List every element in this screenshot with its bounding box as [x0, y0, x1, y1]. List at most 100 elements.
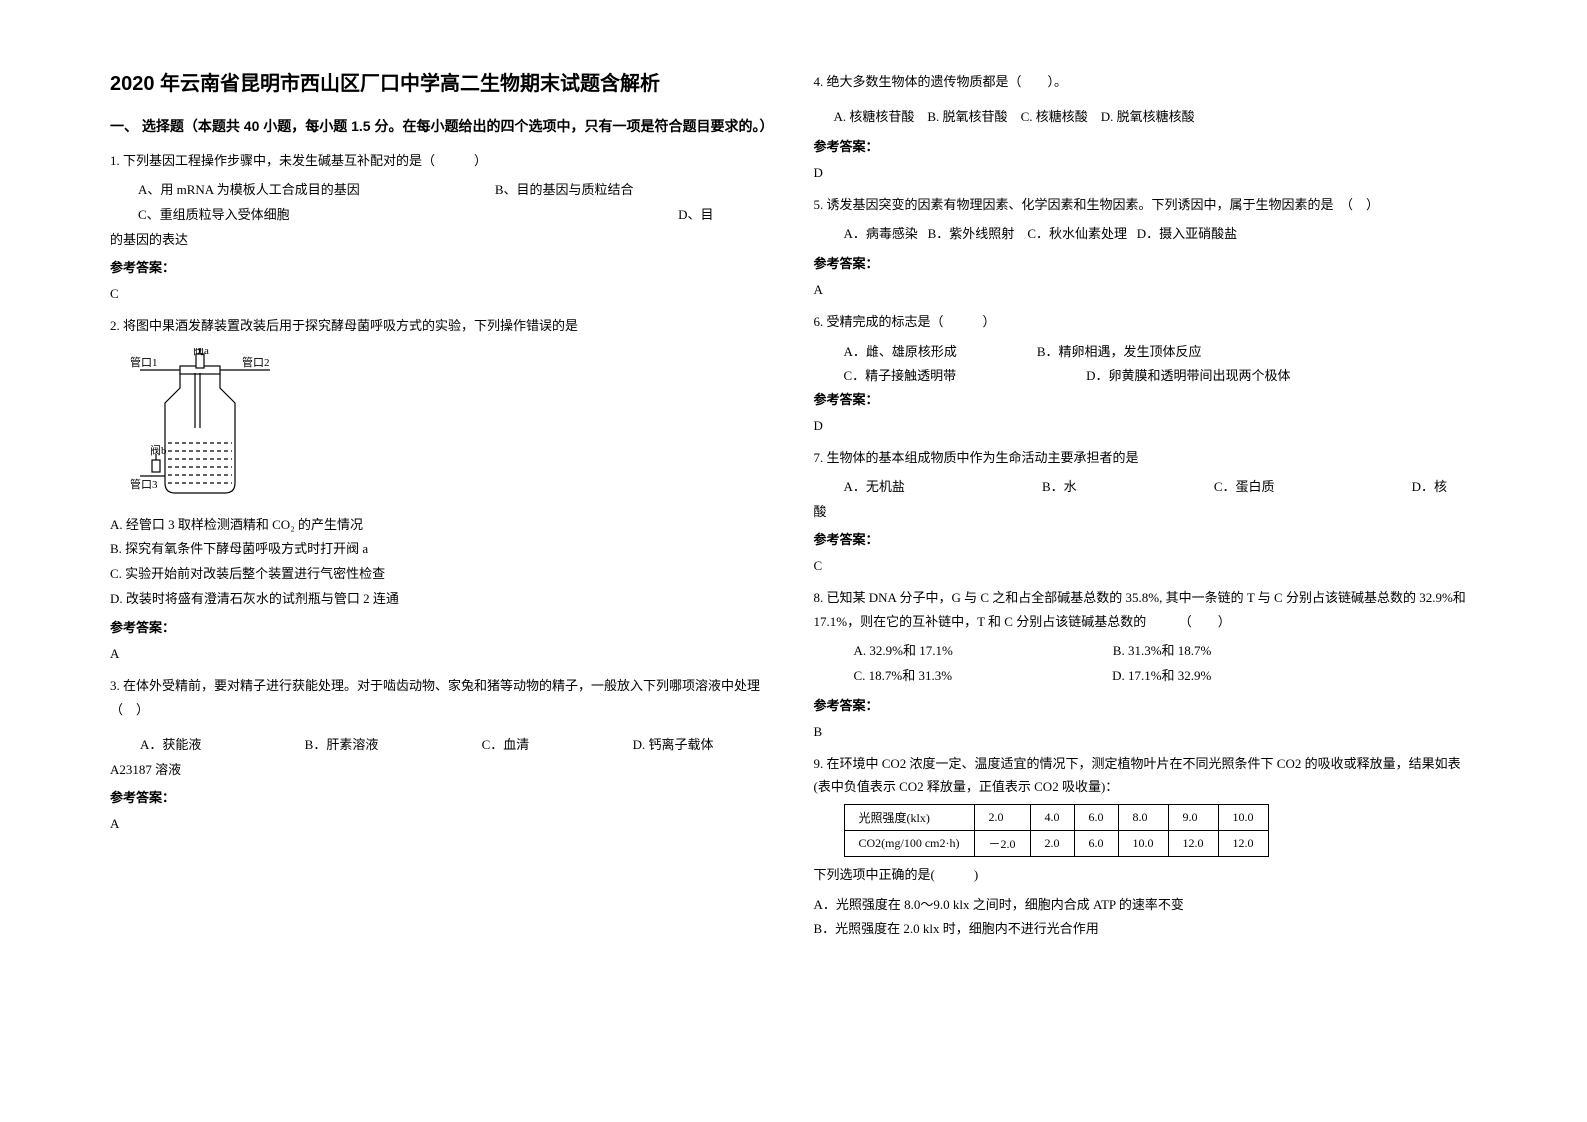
th-c5: 9.0	[1168, 805, 1218, 831]
th-c1: 2.0	[974, 805, 1030, 831]
q4-answer: D	[814, 165, 1478, 181]
q5-opt-c: C．秋水仙素处理	[1027, 226, 1127, 241]
td-c3: 6.0	[1074, 831, 1118, 857]
table-row: CO2(mg/100 cm2·h) －2.0 2.0 6.0 10.0 12.0…	[844, 831, 1268, 857]
q8-options: A. 32.9%和 17.1% B. 31.3%和 18.7% C. 18.7%…	[814, 639, 1478, 688]
q5-opt-a: A．病毒感染	[844, 226, 918, 241]
td-c5: 12.0	[1168, 831, 1218, 857]
q1-opt-b: B、目的基因与质粒结合	[495, 178, 634, 203]
q9-table: 光照强度(klx) 2.0 4.0 6.0 8.0 9.0 10.0 CO2(m…	[844, 804, 1269, 857]
q7-opt-c: C．蛋白质	[1214, 475, 1275, 500]
q2-opt-d: D. 改装时将盛有澄清石灰水的试剂瓶与管口 2 连通	[110, 587, 774, 612]
valve-a-label: 阀a	[193, 348, 209, 357]
q4-options: A. 核糖核苷酸 B. 脱氧核苷酸 C. 核糖核酸 D. 脱氧核糖核酸	[814, 105, 1478, 130]
q7-answer: C	[814, 558, 1478, 574]
q5-options: A．病毒感染 B．紫外线照射 C．秋水仙素处理 D．摄入亚硝酸盐	[814, 222, 1478, 247]
q7-answer-label: 参考答案：	[814, 529, 1478, 548]
q6-opt-c: C．精子接触透明带	[844, 364, 957, 389]
th-c6: 10.0	[1218, 805, 1268, 831]
question-6: 6. 受精完成的标志是（ ）	[814, 310, 1478, 333]
td-c2: 2.0	[1030, 831, 1074, 857]
q8-opt-b: B. 31.3%和 18.7%	[1113, 639, 1212, 664]
th-c4: 8.0	[1118, 805, 1168, 831]
q1-answer: C	[110, 286, 774, 302]
q2-opt-b: B. 探究有氧条件下酵母菌呼吸方式时打开阀 a	[110, 537, 774, 562]
pipe2-label: 管口2	[242, 355, 270, 369]
pipe3-label: 管口3	[130, 477, 158, 491]
question-8: 8. 已知某 DNA 分子中，G 与 C 之和占全部碱基总数的 35.8%, 其…	[814, 586, 1478, 633]
q1-opt-a: A、用 mRNA 为模板人工合成目的基因	[138, 178, 360, 203]
q6-answer: D	[814, 418, 1478, 434]
q5-answer-label: 参考答案：	[814, 253, 1478, 272]
q1-opt-d: D、目	[678, 203, 713, 228]
q8-answer: B	[814, 724, 1478, 740]
q7-options: A．无机盐 B．水 C．蛋白质 D．核	[814, 475, 1478, 500]
td-co2: CO2(mg/100 cm2·h)	[844, 831, 974, 857]
q3-tail: A23187 溶液	[110, 758, 774, 781]
q4-opt-b: B. 脱氧核苷酸	[927, 109, 1007, 124]
q3-opt-d: D. 钙离子载体	[633, 733, 714, 758]
question-1: 1. 下列基因工程操作步骤中，未发生碱基互补配对的是（ ）	[110, 149, 774, 172]
pipe1-label: 管口1	[130, 355, 158, 369]
q1-opt-c: C、重组质粒导入受体细胞	[138, 203, 290, 228]
q3-answer-label: 参考答案：	[110, 787, 774, 806]
q8-opt-a: A. 32.9%和 17.1%	[854, 639, 953, 664]
q3-opt-b: B．肝素溶液	[305, 733, 379, 758]
q3-options: A．获能液 B．肝素溶液 C．血清 D. 钙离子载体	[110, 733, 774, 758]
left-column: 2020 年云南省昆明市西山区厂口中学高二生物期末试题含解析 一、 选择题（本题…	[90, 70, 794, 1082]
q6-opt-a: A．雌、雄原核形成	[844, 340, 957, 365]
q4-opt-a: A. 核糖核苷酸	[834, 109, 915, 124]
q4-opt-c: C. 核糖核酸	[1021, 109, 1088, 124]
question-7: 7. 生物体的基本组成物质中作为生命活动主要承担者的是	[814, 446, 1478, 469]
fermentation-diagram-icon: 阀a 管口1 管口2 阀b 管口3	[130, 348, 280, 498]
question-5: 5. 诱发基因突变的因素有物理因素、化学因素和生物因素。下列诱因中，属于生物因素…	[814, 193, 1478, 216]
q1-tail: 的基因的表达	[110, 228, 774, 251]
q6-opt-d: D．卵黄膜和透明带间出现两个极体	[1086, 364, 1290, 389]
q8-opt-d: D. 17.1%和 32.9%	[1112, 664, 1211, 689]
q2-opt-c: C. 实验开始前对改装后整个装置进行气密性检查	[110, 562, 774, 587]
exam-title: 2020 年云南省昆明市西山区厂口中学高二生物期末试题含解析	[110, 70, 774, 98]
q3-opt-c: C．血清	[482, 733, 530, 758]
q2-opt-a: A. 经管口 3 取样检测酒精和 CO₂ 的产生情况	[110, 513, 774, 538]
th-c2: 4.0	[1030, 805, 1074, 831]
th-c3: 6.0	[1074, 805, 1118, 831]
q7-opt-d: D．核	[1412, 475, 1447, 500]
th-light: 光照强度(klx)	[844, 805, 974, 831]
q5-answer: A	[814, 282, 1478, 298]
q7-tail: 酸	[814, 500, 1478, 523]
q3-opt-a: A．获能液	[140, 733, 201, 758]
td-c1: －2.0	[974, 831, 1030, 857]
question-3: 3. 在体外受精前，要对精子进行获能处理。对于啮齿动物、家兔和猪等动物的精子，一…	[110, 674, 774, 721]
q6-opt-b: B．精卵相遇，发生顶体反应	[1037, 340, 1202, 365]
q1-options: A、用 mRNA 为模板人工合成目的基因 B、目的基因与质粒结合 C、重组质粒导…	[110, 178, 774, 227]
q9-opt-b: B．光照强度在 2.0 klx 时，细胞内不进行光合作用	[814, 917, 1478, 942]
valve-b-label: 阀b	[150, 443, 167, 457]
q7-opt-a: A．无机盐	[844, 475, 905, 500]
q2-options: A. 经管口 3 取样检测酒精和 CO₂ 的产生情况 B. 探究有氧条件下酵母菌…	[110, 513, 774, 612]
q8-opt-c: C. 18.7%和 31.3%	[854, 664, 953, 689]
section-1-header: 一、 选择题（本题共 40 小题，每小题 1.5 分。在每小题给出的四个选项中，…	[110, 116, 774, 137]
question-9: 9. 在环境中 CO2 浓度一定、温度适宜的情况下，测定植物叶片在不同光照条件下…	[814, 752, 1478, 799]
q1-answer-label: 参考答案：	[110, 257, 774, 276]
q9-options: A．光照强度在 8.0～9.0 klx 之间时，细胞内合成 ATP 的速率不变 …	[814, 893, 1478, 942]
question-4: 4. 绝大多数生物体的遗传物质都是（ ）。	[814, 70, 1478, 93]
q9-followup: 下列选项中正确的是( )	[814, 863, 1478, 886]
q5-opt-d: D．摄入亚硝酸盐	[1137, 226, 1237, 241]
q2-answer-label: 参考答案：	[110, 617, 774, 636]
q7-opt-b: B．水	[1042, 475, 1077, 500]
q8-answer-label: 参考答案：	[814, 695, 1478, 714]
q2-answer: A	[110, 646, 774, 662]
q4-answer-label: 参考答案：	[814, 136, 1478, 155]
right-column: 4. 绝大多数生物体的遗传物质都是（ ）。 A. 核糖核苷酸 B. 脱氧核苷酸 …	[794, 70, 1498, 1082]
q6-options: A．雌、雄原核形成 B．精卵相遇，发生顶体反应 C．精子接触透明带 D．卵黄膜和…	[814, 340, 1478, 389]
q5-opt-b: B．紫外线照射	[928, 226, 1015, 241]
q3-answer: A	[110, 816, 774, 832]
q9-opt-a: A．光照强度在 8.0～9.0 klx 之间时，细胞内合成 ATP 的速率不变	[814, 893, 1478, 918]
table-row: 光照强度(klx) 2.0 4.0 6.0 8.0 9.0 10.0	[844, 805, 1268, 831]
td-c4: 10.0	[1118, 831, 1168, 857]
q2-diagram: 阀a 管口1 管口2 阀b 管口3	[130, 348, 774, 503]
q4-opt-d: D. 脱氧核糖核酸	[1101, 109, 1195, 124]
q6-answer-label: 参考答案：	[814, 389, 1478, 408]
question-2: 2. 将图中果酒发酵装置改装后用于探究酵母菌呼吸方式的实验，下列操作错误的是	[110, 314, 774, 337]
td-c6: 12.0	[1218, 831, 1268, 857]
